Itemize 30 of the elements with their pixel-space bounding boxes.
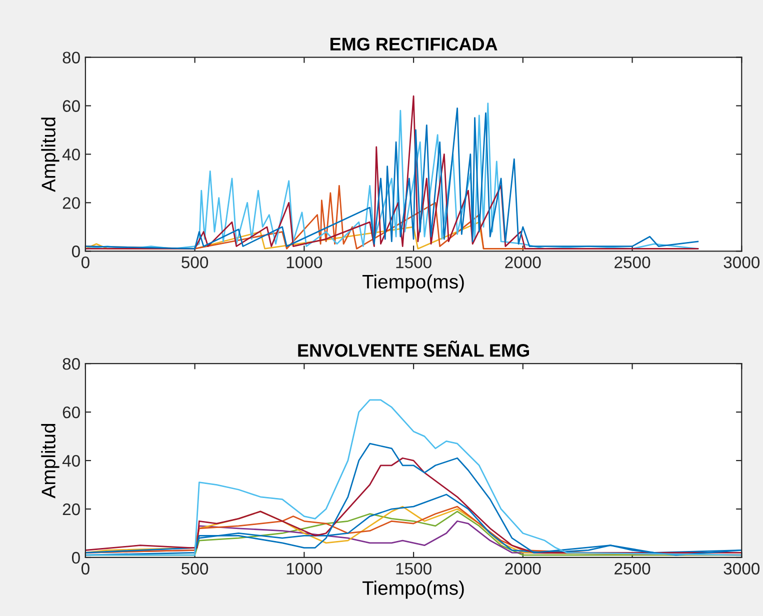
x-tick-label: 2500 <box>614 256 650 268</box>
y-tick-label: 40 <box>62 148 80 160</box>
x-tick-label: 1500 <box>396 562 432 575</box>
x-tick-label: 0 <box>81 562 90 575</box>
x-axis-title: Tiempo(ms) <box>362 580 464 599</box>
y-tick-label: 0 <box>72 246 80 258</box>
x-tick-label: 2500 <box>614 562 650 575</box>
x-tick-label: 3000 <box>724 562 760 575</box>
y-tick-label: 80 <box>62 358 80 370</box>
x-axis-title: Tiempo(ms) <box>362 274 464 292</box>
y-tick-label: 0 <box>72 552 80 564</box>
x-tick-label: 1000 <box>286 562 322 575</box>
chart-title: EMG RECTIFICADA <box>330 38 498 51</box>
y-tick-label: 80 <box>62 52 80 64</box>
x-tick-label: 1500 <box>396 256 432 268</box>
chart-title: ENVOLVENTE SEÑAL EMG <box>298 340 529 357</box>
y-tick-label: 40 <box>62 454 80 467</box>
y-axis-title: Amplitud <box>41 118 60 192</box>
y-tick-label: 60 <box>62 100 80 112</box>
x-tick-label: 500 <box>182 256 208 268</box>
x-tick-label: 500 <box>182 562 208 575</box>
y-tick-label: 60 <box>62 406 80 418</box>
y-tick-label: 20 <box>62 503 80 516</box>
x-tick-label: 3000 <box>724 256 760 268</box>
x-tick-label: 0 <box>81 256 90 268</box>
y-axis-title: Amplitud <box>41 424 60 498</box>
x-tick-label: 2000 <box>505 256 541 268</box>
y-tick-label: 20 <box>62 197 80 209</box>
x-tick-label: 1000 <box>286 256 322 268</box>
x-tick-label: 2000 <box>505 562 541 575</box>
